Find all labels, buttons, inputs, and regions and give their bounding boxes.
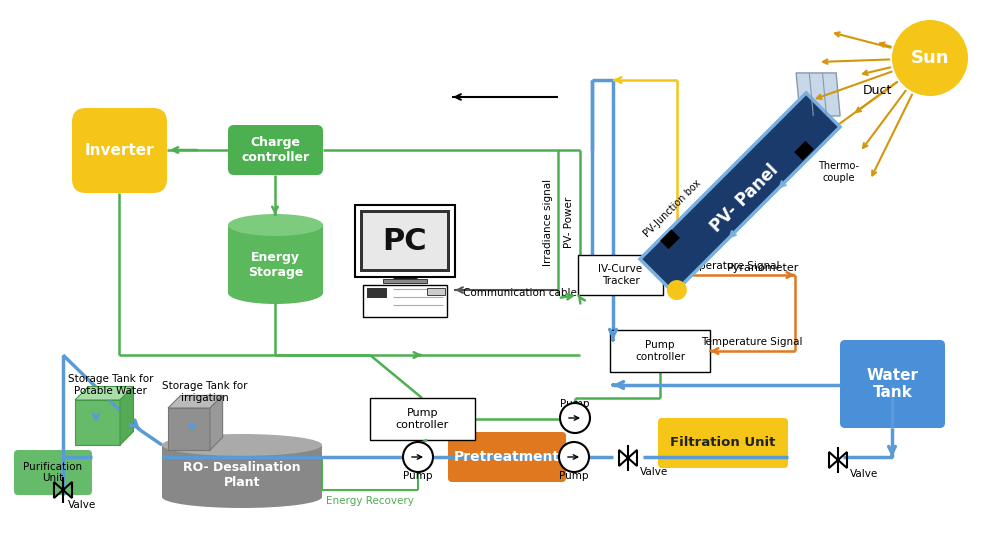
Text: RO- Desalination
Plant: RO- Desalination Plant [183,461,301,489]
Text: PV- Panel: PV- Panel [708,161,782,235]
Text: IV-Curve
Tracker: IV-Curve Tracker [598,264,643,286]
Text: Valve: Valve [640,467,668,477]
Text: Purification
Unit: Purification Unit [23,461,83,483]
Bar [367,288,387,298]
Bar [578,255,663,295]
Circle shape [892,20,968,96]
FancyBboxPatch shape [14,450,92,495]
Text: PV- Power: PV- Power [564,196,574,247]
Bar [75,400,120,445]
Text: Communication cable: Communication cable [463,288,577,298]
Circle shape [559,442,589,472]
Text: Sun: Sun [911,49,949,67]
Bar [355,205,455,277]
Text: Pyranometer: Pyranometer [727,263,799,273]
Text: Energy
Storage: Energy Storage [248,251,303,279]
Bar [363,285,447,317]
Ellipse shape [162,486,322,508]
Text: PC: PC [383,226,427,256]
Circle shape [403,442,433,472]
Bar [363,213,447,269]
Text: Water
Tank: Water Tank [866,368,918,400]
Ellipse shape [228,214,323,236]
Text: Duct: Duct [863,85,892,97]
FancyBboxPatch shape [448,432,566,482]
Bar [370,398,475,440]
Text: Temperature Signal: Temperature Signal [678,261,780,271]
Text: Pump: Pump [559,471,589,481]
Text: Energy Recovery: Energy Recovery [326,496,414,506]
Circle shape [560,403,590,433]
FancyBboxPatch shape [658,418,788,468]
Polygon shape [75,386,134,400]
Text: Pump: Pump [403,471,433,481]
Bar [168,408,210,450]
Text: Pump
controller: Pump controller [396,408,449,430]
Text: Storage Tank for
Potable Water: Storage Tank for Potable Water [68,374,154,396]
Polygon shape [660,230,680,249]
Polygon shape [210,395,223,450]
Text: Pump: Pump [560,399,590,409]
FancyBboxPatch shape [840,340,945,428]
Bar [162,445,322,497]
Bar [427,288,445,295]
Polygon shape [796,73,840,116]
Text: Filtration Unit: Filtration Unit [670,436,776,449]
Text: Pump
controller: Pump controller [635,340,685,362]
Ellipse shape [228,282,323,304]
Polygon shape [794,141,814,161]
Text: Valve: Valve [850,469,878,479]
Text: PV-Junction box: PV-Junction box [641,177,702,239]
Polygon shape [120,386,134,445]
FancyBboxPatch shape [72,108,167,193]
Text: Inverter: Inverter [85,143,154,158]
Polygon shape [168,395,223,408]
Polygon shape [640,93,840,293]
Text: Charge
controller: Charge controller [241,136,310,164]
Bar [610,330,710,372]
Bar [383,279,427,283]
Circle shape [667,280,687,300]
Text: Temperature Signal: Temperature Signal [701,337,803,347]
Ellipse shape [162,434,322,456]
Text: Storage Tank for
irrigation: Storage Tank for irrigation [162,381,248,403]
Text: Irradiance signal: Irradiance signal [543,178,553,266]
Bar [228,225,323,293]
Text: Pretreatment: Pretreatment [454,450,560,464]
Text: Valve: Valve [68,500,96,510]
Text: Thermo-
couple: Thermo- couple [818,161,859,183]
Bar [360,210,450,272]
FancyBboxPatch shape [228,125,323,175]
